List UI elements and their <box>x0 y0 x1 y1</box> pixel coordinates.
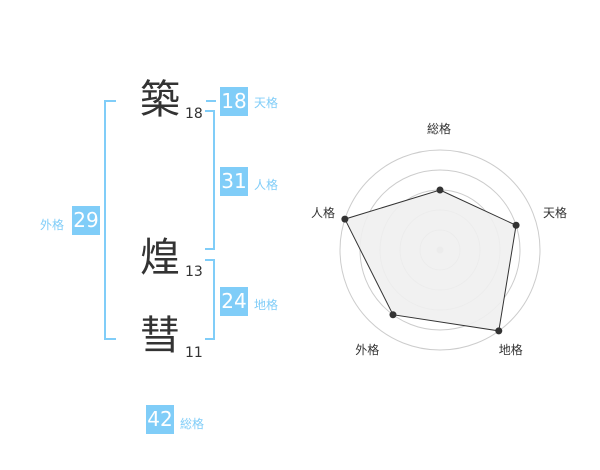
bracket-tick <box>205 110 215 112</box>
gaikaku-label: 外格 <box>40 218 65 232</box>
stroke-count-2: 13 <box>185 264 203 280</box>
chikaku-bracket <box>213 259 215 340</box>
tenkaku-bracket <box>206 100 216 102</box>
radar-point <box>389 311 397 319</box>
radar-point <box>436 186 444 194</box>
chikaku-label: 地格 <box>254 298 279 312</box>
radar-axis-label: 外格 <box>355 342 380 357</box>
radar-point <box>495 327 503 335</box>
jinkaku-bracket <box>213 110 215 250</box>
gaikaku-bracket <box>104 100 106 340</box>
jinkaku-value: 31 <box>220 167 248 196</box>
bracket-tick <box>104 338 116 340</box>
soukaku-value: 42 <box>146 405 174 434</box>
name-char-3: 彗 <box>140 313 180 359</box>
bracket-tick <box>205 248 215 250</box>
stroke-count-3: 11 <box>185 345 203 361</box>
bracket-tick <box>104 100 116 102</box>
radar-ring <box>339 149 541 351</box>
radar-axis-label: 総格 <box>427 122 452 136</box>
soukaku-label: 総格 <box>180 417 205 431</box>
tenkaku-label: 天格 <box>254 96 279 110</box>
radar-point <box>341 215 349 223</box>
name-char-2: 煌 <box>140 235 180 281</box>
tenkaku-value: 18 <box>220 87 248 116</box>
jinkaku-label: 人格 <box>254 178 279 192</box>
chikaku-value: 24 <box>220 287 248 316</box>
radar-axis-label: 地格 <box>498 342 523 357</box>
gaikaku-value: 29 <box>72 206 100 235</box>
bracket-tick <box>205 259 215 261</box>
radar-area <box>344 189 517 332</box>
radar-point <box>512 221 520 229</box>
bracket-tick <box>205 338 215 340</box>
radar-axis-label: 人格 <box>310 206 335 221</box>
radar-axis-label: 天格 <box>543 206 568 221</box>
stroke-count-1: 18 <box>185 106 203 122</box>
name-char-1: 築 <box>140 77 180 123</box>
